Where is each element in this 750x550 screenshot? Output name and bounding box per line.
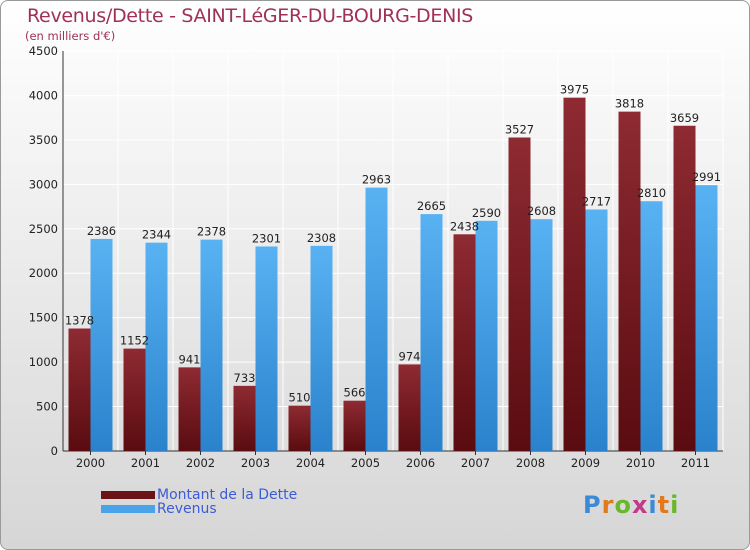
bar-labels: 1378 1152 941 733 510 566 974 2438 3527 3975 3818 3… [65,83,721,405]
bar-label-revenue: 2810 [637,186,666,200]
y-tick-label: 3500 [29,133,58,147]
chart-title: Revenus/Dette - SAINT-LéGER-DU-BOURG-DEN… [27,5,474,27]
bar-label-revenue: 2717 [582,194,611,208]
bar-debt [343,400,366,451]
bar-label-revenue: 2308 [307,231,336,245]
logo-letter: i [648,491,658,519]
x-tick-label: 2009 [571,456,600,470]
bar-label-debt: 510 [289,391,311,405]
bar-revenue [200,239,223,451]
legend-label-revenue: Revenus [157,501,217,517]
bar-label-debt: 974 [399,349,421,363]
x-tick-label: 2010 [626,456,655,470]
bar-revenue [640,201,663,451]
y-tick-label: 0 [51,444,58,458]
bar-revenue [475,220,498,451]
bar-revenue [585,209,608,451]
legend-swatch-debt [101,491,155,499]
bar-debt [673,125,696,451]
bar-debt [68,328,91,451]
bar-label-debt: 3818 [615,97,644,111]
bar-label-debt: 1152 [120,334,149,348]
x-tick-label: 2007 [461,456,490,470]
logo-letter: r [601,491,615,519]
bar-debt [178,367,201,451]
logo-letter: i [670,491,680,519]
bar-revenue [530,219,553,451]
y-tick-label: 3000 [29,177,58,191]
proxiti-logo: Proxiti [583,491,679,519]
bar-label-revenue: 2386 [87,224,116,238]
logo-letter: o [614,491,632,519]
bar-revenue [695,185,718,451]
bar-label-revenue: 2590 [472,206,501,220]
bar-label-debt: 733 [234,371,256,385]
bar-label-debt: 941 [179,352,201,366]
y-tick-label: 1000 [29,355,58,369]
bar-debt [123,348,146,451]
x-tick-label: 2004 [296,456,325,470]
bar-label-debt: 3659 [670,111,699,125]
bar-label-debt: 3527 [505,122,534,136]
x-tick-label: 2002 [186,456,215,470]
bar-label-revenue: 2963 [362,173,391,187]
x-tick-label: 2000 [76,456,105,470]
axes: 0 500 1000 1500 2000 2500 3000 3500 4000 4500 2000… [29,44,723,470]
bar-label-debt: 2438 [450,219,479,233]
legend-label-debt: Montant de la Dette [157,487,298,503]
x-tick-label: 2003 [241,456,270,470]
bar-debt [618,111,641,451]
bar-label-debt: 3975 [560,83,589,97]
bar-debt [508,137,531,451]
y-tick-label: 2500 [29,222,58,236]
bar-label-revenue: 2991 [692,170,721,184]
logo-letter: x [631,491,649,519]
x-tick-label: 2008 [516,456,545,470]
y-tick-label: 500 [36,400,58,414]
y-tick-label: 4000 [29,88,58,102]
bars [68,97,718,452]
bar-revenue [365,187,388,451]
bar-debt [233,385,256,451]
x-tick-label: 2011 [681,456,710,470]
y-tick-label: 2000 [29,266,58,280]
bar-label-revenue: 2608 [527,204,556,218]
logo-letter: t [657,491,671,519]
bar-label-debt: 566 [344,386,366,400]
bar-debt [563,97,586,452]
bar-label-revenue: 2378 [197,225,226,239]
bar-debt [453,234,476,451]
bar-label-revenue: 2301 [252,231,281,245]
bar-label-revenue: 2665 [417,199,446,213]
bar-revenue [310,245,333,451]
x-tick-label: 2006 [406,456,435,470]
y-tick-label: 1500 [29,311,58,325]
bar-revenue [420,214,443,451]
x-tick-label: 2001 [131,456,160,470]
bar-revenue [255,246,278,451]
bar-revenue [90,238,113,451]
y-tick-label: 4500 [29,44,58,58]
bar-revenue [145,242,168,451]
chart-subtitle: (en milliers d'€) [25,29,116,43]
legend-swatch-revenue [101,505,155,513]
logo-letter: P [583,491,602,519]
bar-label-debt: 1378 [65,314,94,328]
x-tick-label: 2005 [351,456,380,470]
bar-label-revenue: 2344 [142,228,171,242]
bar-debt [398,364,421,451]
bar-debt [288,405,311,451]
